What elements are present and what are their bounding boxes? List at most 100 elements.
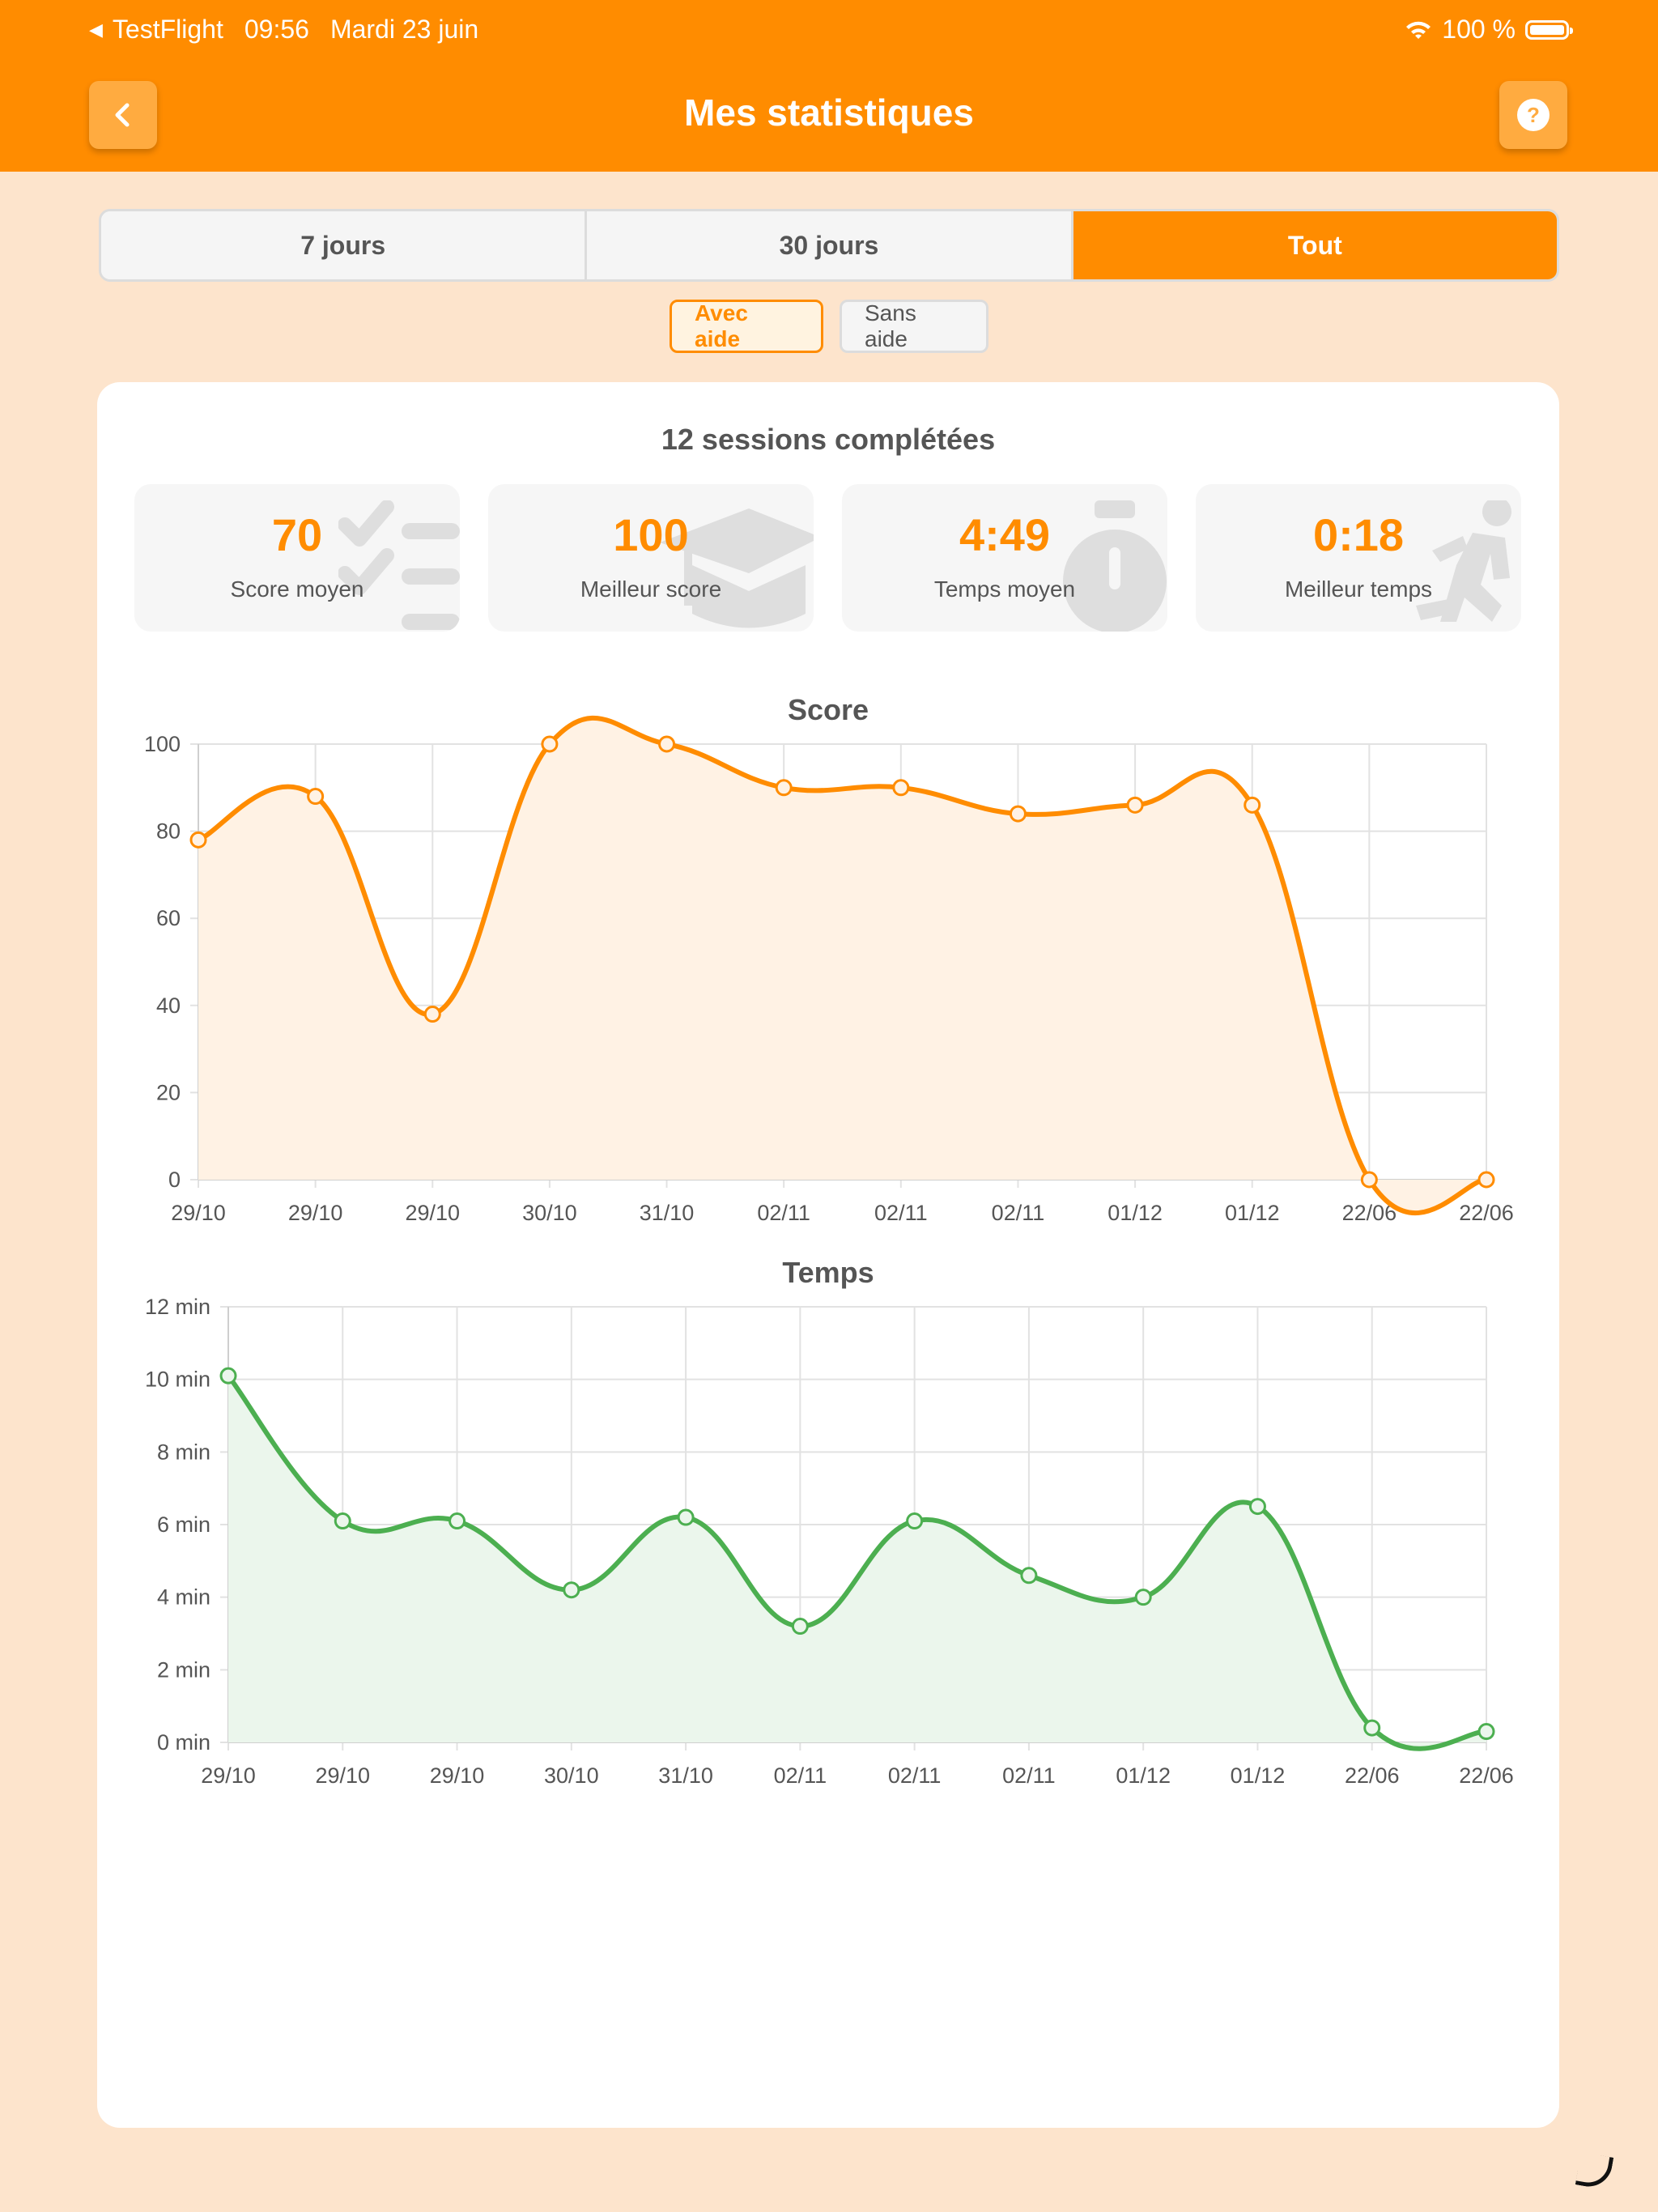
- status-app-name[interactable]: TestFlight: [112, 15, 223, 44]
- y-tick-label: 60: [156, 906, 181, 930]
- tab-30-days[interactable]: 30 jours: [587, 211, 1073, 279]
- data-point: [423, 1006, 441, 1023]
- data-point: [1244, 796, 1261, 814]
- chart-plot: 12 min 10 min 8 min 6 min 4 min 2 min 0 min 29/…: [145, 1295, 1514, 1788]
- y-tick-label: 80: [156, 819, 181, 844]
- y-tick-label: 10 min: [145, 1368, 210, 1392]
- tab-all[interactable]: Tout: [1073, 211, 1557, 279]
- data-point: [563, 1581, 580, 1599]
- x-tick-label: 02/11: [774, 1763, 827, 1788]
- score-chart-title: Score: [787, 693, 869, 726]
- data-point: [677, 1508, 695, 1526]
- status-bar-right: 100 %: [1405, 15, 1573, 45]
- x-tick-label: 01/12: [1231, 1763, 1286, 1788]
- y-tick-label: 8 min: [157, 1440, 210, 1464]
- chevron-left-icon: [115, 103, 130, 127]
- series-area: [228, 1376, 1486, 1749]
- svg-text:?: ?: [1527, 103, 1540, 127]
- time-chart-title: Temps: [782, 1256, 874, 1289]
- series-line: [197, 715, 1487, 1216]
- stat-label: Meilleur temps: [1284, 576, 1433, 602]
- x-tick-label: 29/10: [171, 1201, 226, 1225]
- x-tick-label: 22/06: [1345, 1763, 1400, 1788]
- data-point: [1020, 1567, 1038, 1585]
- x-tick-label: 29/10: [288, 1201, 343, 1225]
- data-point: [775, 779, 793, 797]
- data-point: [1248, 1498, 1266, 1516]
- data-point: [334, 1512, 351, 1530]
- help-button[interactable]: ?: [1499, 81, 1567, 149]
- data-point: [541, 735, 559, 753]
- period-selector: 7 jours 30 jours Tout: [99, 209, 1559, 282]
- y-tick-label: 2 min: [157, 1657, 210, 1682]
- running-person-icon: [1416, 500, 1511, 622]
- stat-value: 70: [271, 509, 323, 560]
- sessions-count: 12 sessions complétées: [661, 423, 996, 456]
- stat-label: Score moyen: [230, 576, 364, 602]
- data-point: [1477, 1723, 1495, 1741]
- data-point: [219, 1367, 237, 1385]
- time-chart: 12 min 10 min 8 min 6 min 4 min 2 min 0 min 29/…: [145, 1295, 1514, 1788]
- data-point: [658, 735, 676, 753]
- status-bar-left: ◀ TestFlight 09:56 Mardi 23 juin: [89, 15, 478, 45]
- x-tick-label: 02/11: [888, 1763, 942, 1788]
- stat-value: 0:18: [1312, 509, 1405, 560]
- stat-label: Meilleur score: [580, 576, 722, 602]
- x-tick-label: 22/06: [1459, 1763, 1514, 1788]
- stat-best-time: 0:18 Meilleur temps: [1196, 484, 1521, 632]
- stopwatch-icon: [1063, 500, 1167, 632]
- series-area: [198, 717, 1486, 1214]
- data-point: [1134, 1589, 1152, 1606]
- battery-percentage: 100 %: [1442, 15, 1516, 44]
- x-tick-label: 22/06: [1459, 1201, 1514, 1225]
- data-point: [189, 831, 207, 849]
- status-time: 09:56: [244, 15, 309, 44]
- y-tick-label: 0: [168, 1168, 181, 1192]
- help-filter: Avec aide Sans aide: [0, 300, 1658, 353]
- y-tick-label: 100: [144, 732, 181, 756]
- series-line: [226, 1374, 1487, 1751]
- y-tick-label: 12 min: [145, 1295, 210, 1319]
- battery-icon: [1525, 19, 1573, 40]
- chart-plot: 100 80 60 40 20 0 29/10 29/10 29/10 30/10 31/10 02/…: [144, 715, 1514, 1225]
- data-point: [307, 788, 325, 806]
- data-point: [1363, 1719, 1381, 1737]
- data-point: [1360, 1171, 1378, 1189]
- x-tick-label: 02/11: [874, 1201, 928, 1225]
- stat-value: 4:49: [959, 509, 1051, 560]
- checklist-icon: [338, 500, 460, 630]
- with-help-button[interactable]: Avec aide: [670, 300, 823, 353]
- data-point: [1009, 805, 1027, 823]
- x-tick-label: 01/12: [1225, 1201, 1280, 1225]
- page-title: Mes statistiques: [684, 91, 974, 134]
- stat-label: Temps moyen: [933, 576, 1076, 602]
- scroll-indicator: [1575, 2151, 1614, 2191]
- y-tick-label: 40: [156, 993, 181, 1018]
- data-point: [449, 1512, 466, 1530]
- back-to-app-icon[interactable]: ◀: [89, 19, 103, 40]
- graduation-cap-icon: [660, 508, 814, 628]
- stat-average-score: 70 Score moyen: [134, 484, 460, 632]
- x-tick-label: 02/11: [992, 1201, 1045, 1225]
- tab-7-days[interactable]: 7 jours: [101, 211, 588, 279]
- data-point: [791, 1618, 809, 1636]
- without-help-button[interactable]: Sans aide: [840, 300, 988, 353]
- x-tick-label: 02/11: [1002, 1763, 1056, 1788]
- x-tick-label: 29/10: [315, 1763, 370, 1788]
- y-tick-label: 4 min: [157, 1585, 210, 1610]
- x-tick-label: 01/12: [1107, 1201, 1163, 1225]
- back-button[interactable]: [89, 81, 157, 149]
- data-point: [892, 779, 910, 797]
- status-date: Mardi 23 juin: [329, 15, 479, 44]
- app-header: ◀ TestFlight 09:56 Mardi 23 juin 100 % M…: [0, 0, 1658, 172]
- stat-average-time: 4:49 Temps moyen: [842, 484, 1167, 632]
- x-tick-label: 01/12: [1116, 1763, 1171, 1788]
- stats-card: 12 sessions complétées 70 Score moyen 10…: [97, 382, 1559, 2128]
- y-tick-label: 20: [156, 1080, 181, 1104]
- wifi-icon: [1406, 21, 1431, 39]
- x-tick-label: 31/10: [640, 1201, 695, 1225]
- y-tick-label: 0 min: [157, 1730, 210, 1755]
- stat-best-score: 100 Meilleur score: [488, 484, 814, 632]
- y-tick-label: 6 min: [157, 1512, 210, 1537]
- data-point: [906, 1512, 924, 1530]
